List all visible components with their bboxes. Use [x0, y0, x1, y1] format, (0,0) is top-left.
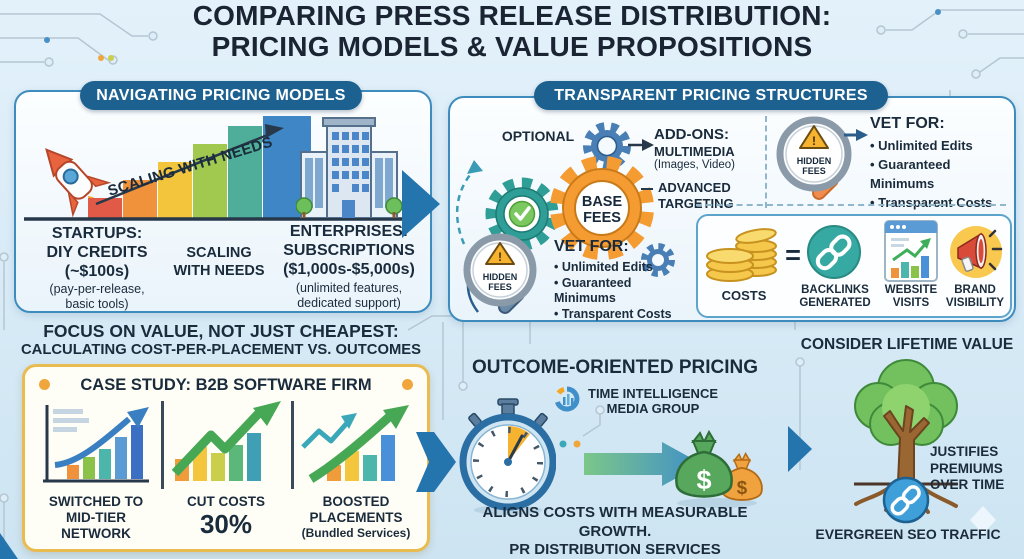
enterprises-label: ENTERPRISES: SUBSCRIPTIONS ($1,000s-$5,0…	[283, 223, 415, 278]
connector-arrow-right-icon	[416, 432, 456, 492]
svg-text:FEES: FEES	[802, 166, 826, 176]
vet-bottom-title: VET FOR:	[554, 238, 629, 255]
svg-text:HIDDEN: HIDDEN	[797, 156, 832, 166]
magnifier-hidden-fees-top: ! HIDDEN FEES	[776, 116, 852, 200]
left-panel-header: NAVIGATING PRICING MODELS	[80, 81, 362, 110]
case-item1-label: SWITCHED TO MID-TIER NETWORK	[48, 494, 144, 541]
connector-arrow-right-icon	[402, 170, 440, 238]
media-group-line1: TIME INTELLIGENCE	[588, 386, 718, 401]
targeting-dash-icon	[641, 188, 653, 190]
addons-multimedia: MULTIMEDIA	[654, 144, 735, 159]
lifetime-title: CONSIDER LIFETIME VALUE	[800, 336, 1014, 353]
startups-sublabel: (pay-per-release, basic tools)	[49, 282, 145, 311]
addons-title: ADD-ONS:	[654, 126, 729, 143]
dashed-separator-vertical	[765, 116, 767, 208]
startups-label: STARTUPS: DIY CREDITS (~$100s)	[46, 225, 148, 280]
case-study-title: CASE STUDY: B2B SOFTWARE FIRM	[80, 376, 372, 394]
chain-root-icon	[882, 476, 930, 524]
vet-bottom-item: Unlimited Edits	[554, 260, 696, 276]
coins-stack-icon	[706, 228, 777, 282]
website-visits-label: WEBSITE VISITS	[884, 284, 938, 309]
addons-multimedia-sub: (Images, Video)	[654, 159, 735, 171]
vet-bottom-item: Guaranteed Minimums	[554, 276, 696, 307]
pricing-models-panel: SCALING WITH NEEDS STARTUPS: DIY CREDITS…	[14, 90, 432, 313]
chain-link-icon	[807, 225, 861, 279]
vet-top-list: Unlimited Edits Guaranteed Minimums Tran…	[870, 136, 1012, 212]
addons-targeting: ADVANCED TARGETING	[658, 180, 734, 211]
value-equation-box: COSTS = BACKLINKS GENERATED WEBSITE VISI…	[696, 214, 1012, 318]
case-item3-sub: (Bundled Services)	[301, 526, 411, 540]
money-bags-icon: $ $	[675, 429, 763, 508]
chart-mid-tier-icon	[43, 405, 149, 483]
dashed-separator-horizontal	[696, 204, 1006, 206]
vet-top-item: Unlimited Edits	[870, 136, 1012, 155]
evergreen-tree-icon	[854, 359, 958, 524]
magnifier-hidden-fees-bottom: ! HIDDEN FEES	[463, 233, 537, 314]
decorative-dot	[402, 379, 413, 390]
chart-divider	[291, 401, 294, 489]
enterprises-sublabel: (unlimited features, dedicated support)	[295, 281, 403, 310]
case-item2-value: 30%	[199, 509, 253, 539]
svg-text:BASE: BASE	[582, 194, 623, 210]
lifetime-bottom-label: EVERGREEN SEO TRAFFIC	[815, 526, 1001, 542]
focus-heading-line2: CALCULATING COST-PER-PLACEMENT VS. OUTCO…	[20, 342, 422, 358]
stopwatch-icon	[459, 398, 556, 515]
scaling-center-label: SCALING WITH NEEDS	[173, 245, 265, 279]
check-circle-icon	[508, 200, 536, 228]
decorative-dot	[39, 379, 50, 390]
vet-top-item: Transparent Costs	[870, 193, 1012, 212]
optional-label: OPTIONAL	[501, 128, 575, 144]
outcome-title: OUTCOME-ORIENTED PRICING	[471, 357, 759, 378]
vet-bottom-item: Transparent Costs	[554, 307, 696, 323]
svg-text:!: !	[812, 134, 816, 148]
case-item2-label: CUT COSTS	[186, 494, 265, 509]
page-title: COMPARING PRESS RELEASE DISTRIBUTION: PR…	[192, 0, 832, 62]
vet-top-title: VET FOR:	[870, 115, 945, 132]
vet-top-item: Guaranteed Minimums	[870, 155, 1012, 193]
backlinks-label: BACKLINKS GENERATED	[799, 284, 871, 309]
right-panel-header: TRANSPARENT PRICING STRUCTURES	[534, 81, 888, 110]
rocket-icon	[45, 148, 112, 218]
browser-chart-icon	[884, 220, 938, 282]
enterprise-building-icon	[296, 117, 402, 218]
focus-heading-line1: FOCUS ON VALUE, NOT JUST CHEAPEST:	[43, 321, 399, 341]
arrow-right-icon	[628, 139, 654, 151]
transparent-pricing-panel: OPTIONAL BASE	[448, 96, 1016, 322]
lifetime-note: JUSTIFIES PREMIUMS OVER TIME	[930, 444, 1005, 492]
chart-boosted-icon	[301, 405, 409, 483]
svg-text:HIDDEN: HIDDEN	[483, 272, 518, 282]
media-group-name: TIME INTELLIGENCE MEDIA GROUP	[588, 386, 758, 416]
case-item3-label: BOOSTED PLACEMENTS	[309, 494, 403, 525]
pie-chart-logo-icon	[555, 386, 580, 412]
chart-cut-costs-icon	[171, 401, 281, 481]
connector-arrow-right-icon	[788, 426, 812, 472]
megaphone-icon	[950, 226, 1003, 278]
chart-divider	[161, 401, 164, 489]
svg-text:$: $	[737, 477, 748, 498]
growth-arrow-icon	[584, 442, 702, 486]
equals-sign: =	[785, 240, 801, 270]
svg-text:$: $	[696, 465, 711, 495]
svg-text:FEES: FEES	[488, 282, 512, 292]
vet-bottom-list: Unlimited Edits Guaranteed Minimums Tran…	[554, 260, 696, 322]
svg-text:FEES: FEES	[583, 210, 621, 226]
case-study-panel: CASE STUDY: B2B SOFTWARE FIRM	[22, 364, 430, 552]
arrow-right-icon	[844, 129, 868, 141]
media-group-line2: MEDIA GROUP	[606, 401, 700, 416]
gears-cluster: BASE FEES	[455, 122, 675, 313]
svg-text:!: !	[498, 252, 502, 264]
outcome-caption: ALIGNS COSTS WITH MEASURABLE GROWTH. PR …	[482, 504, 748, 558]
costs-label: COSTS	[721, 288, 767, 303]
brand-visibility-label: BRAND VISIBILITY	[945, 284, 1005, 309]
